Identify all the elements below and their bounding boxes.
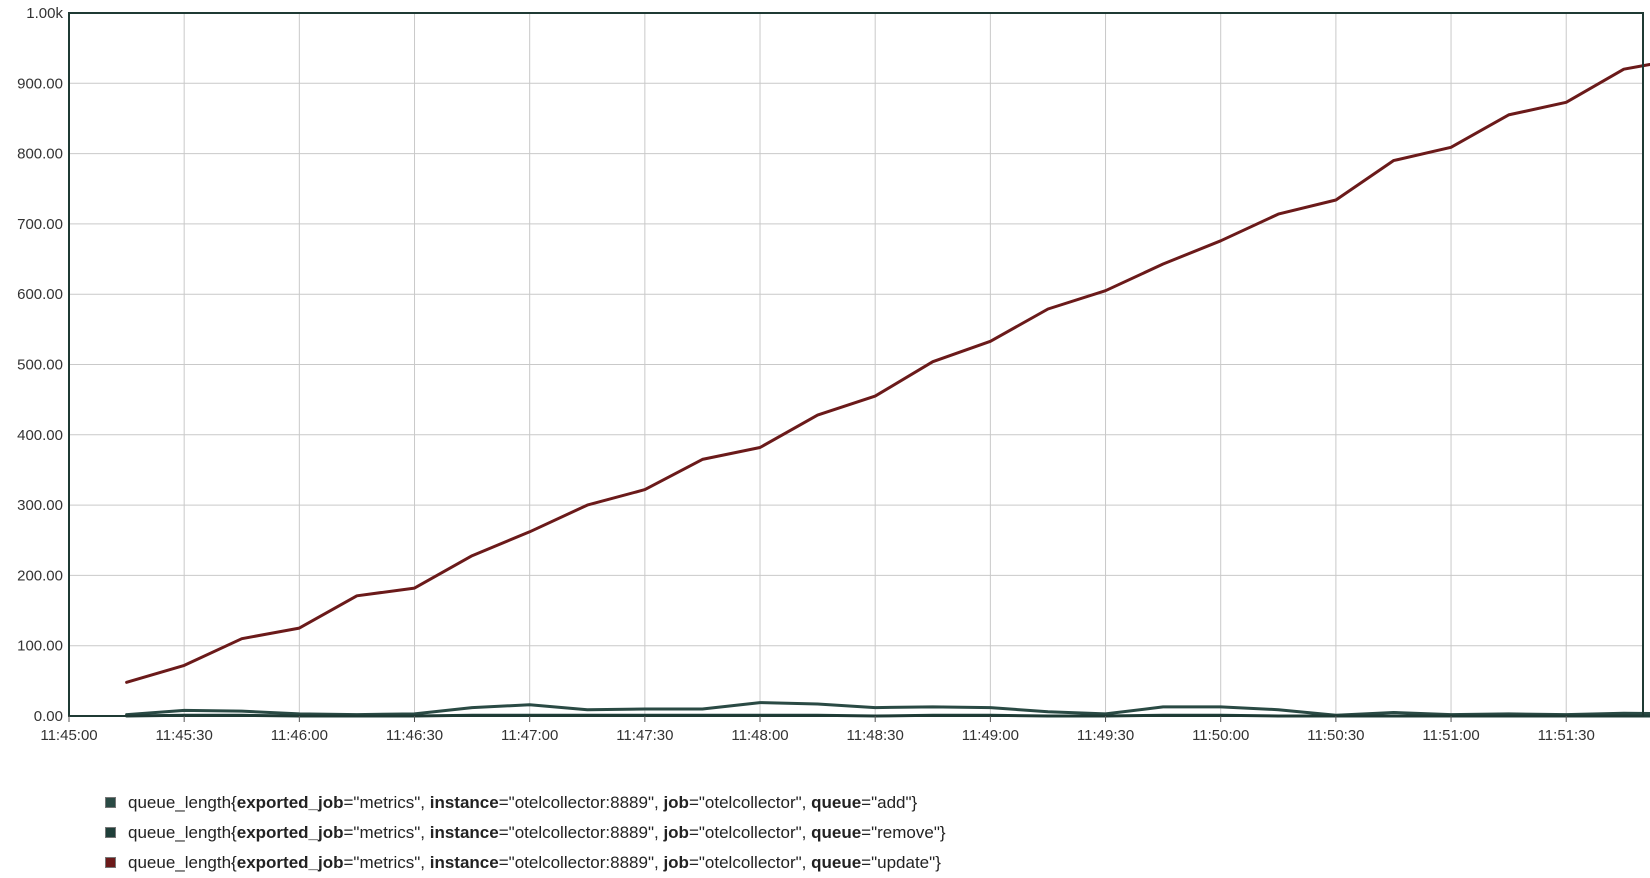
legend-label-key: instance [429, 793, 499, 812]
x-tick-label: 11:51:30 [1538, 727, 1595, 744]
y-tick-label: 300.00 [17, 497, 63, 514]
x-tick-label: 11:46:00 [271, 727, 328, 744]
y-tick-label: 500.00 [17, 357, 63, 374]
y-tick-label: 1.00k [26, 5, 63, 22]
x-tick-label: 11:45:00 [40, 727, 97, 744]
x-tick-label: 11:45:30 [156, 727, 213, 744]
y-tick-label: 600.00 [17, 286, 63, 303]
legend-label-value: "metrics" [353, 793, 421, 812]
legend-label-value: "otelcollector" [698, 853, 802, 872]
series-lines [125, 62, 1650, 718]
legend-metric: queue_length [128, 793, 232, 812]
x-tick-label: 11:48:30 [847, 727, 904, 744]
x-tick-label: 11:49:30 [1077, 727, 1134, 744]
x-tick-label: 11:46:30 [386, 727, 443, 744]
legend-metric: queue_length [128, 853, 232, 872]
plot-border [68, 12, 1644, 717]
y-tick-label: 0.00 [34, 708, 63, 725]
x-tick-label: 11:49:00 [962, 727, 1019, 744]
legend-label-key: exported_job [236, 793, 344, 812]
legend-label-value: "otelcollector:8889" [508, 853, 654, 872]
legend-label-value: "otelcollector" [698, 823, 802, 842]
legend-label-value: "update" [871, 853, 936, 872]
x-tick-label: 11:50:30 [1307, 727, 1364, 744]
legend-label-value: "otelcollector" [698, 793, 802, 812]
legend-label-key: queue [811, 793, 862, 812]
legend-label-key: queue [811, 823, 862, 842]
y-tick-label: 400.00 [17, 427, 63, 444]
x-tick-label: 11:47:00 [501, 727, 558, 744]
y-tick-label: 800.00 [17, 146, 63, 163]
legend-label-value: "remove" [871, 823, 940, 842]
legend-item[interactable]: queue_length{exported_job="metrics", ins… [105, 848, 946, 878]
series-line-0 [125, 701, 1650, 717]
legend-label-value: "otelcollector:8889" [508, 793, 654, 812]
grid [69, 13, 1643, 716]
y-tick-label: 700.00 [17, 216, 63, 233]
legend-metric: queue_length [128, 823, 232, 842]
legend-label-key: instance [429, 853, 499, 872]
legend-item[interactable]: queue_length{exported_job="metrics", ins… [105, 788, 946, 818]
legend-label-key: job [663, 823, 689, 842]
legend-label-value: "add" [871, 793, 912, 812]
legend-label-key: job [663, 853, 689, 872]
legend-label-value: "metrics" [353, 823, 421, 842]
x-tick-label: 11:47:30 [616, 727, 673, 744]
legend-label-value: "metrics" [353, 853, 421, 872]
axis-labels: 0.00 100.00 200.00 300.00 400.00 500.00 600.00… [17, 5, 1595, 744]
legend-swatch [105, 856, 116, 868]
x-tick-label: 11:50:00 [1192, 727, 1249, 744]
legend: queue_length{exported_job="metrics", ins… [105, 788, 946, 878]
legend-label-key: job [663, 793, 689, 812]
legend-label: queue_length{exported_job="metrics", ins… [128, 853, 941, 872]
legend-swatch [105, 796, 116, 808]
line-chart: 0.00 100.00 200.00 300.00 400.00 500.00 600.00… [17, 5, 1650, 744]
legend-item[interactable]: queue_length{exported_job="metrics", ins… [105, 818, 946, 848]
legend-label-key: exported_job [236, 853, 344, 872]
legend-label-key: exported_job [236, 823, 344, 842]
legend-label: queue_length{exported_job="metrics", ins… [128, 793, 918, 812]
x-tick-label: 11:48:00 [731, 727, 788, 744]
legend-label: queue_length{exported_job="metrics", ins… [128, 823, 946, 842]
legend-label-value: "otelcollector:8889" [508, 823, 654, 842]
legend-label-key: instance [429, 823, 499, 842]
x-tick-label: 11:51:00 [1422, 727, 1479, 744]
y-tick-label: 200.00 [17, 567, 63, 584]
y-tick-label: 900.00 [17, 75, 63, 92]
series-line-2 [125, 62, 1650, 684]
legend-label-key: queue [811, 853, 862, 872]
y-tick-label: 100.00 [17, 638, 63, 655]
legend-swatch [105, 826, 116, 838]
